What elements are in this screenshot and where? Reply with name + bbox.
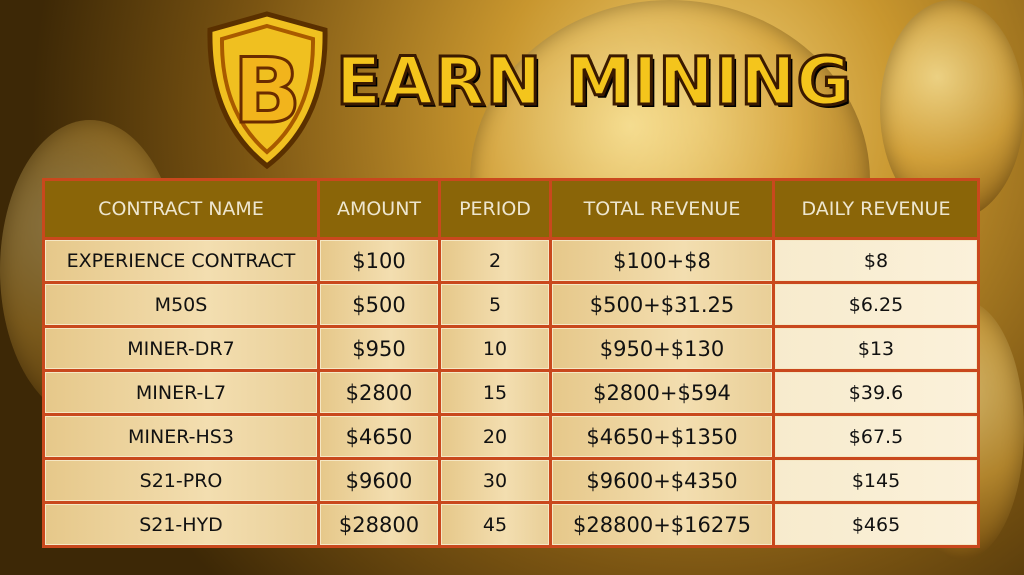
table-header-row: CONTRACT NAME AMOUNT PERIOD TOTAL REVENU…	[45, 181, 977, 237]
header-amount: AMOUNT	[320, 181, 438, 237]
header-period: PERIOD	[441, 181, 549, 237]
cell-contract-name: MINER-HS3	[45, 416, 317, 457]
table-row: S21-HYD $28800 45 $28800+$16275 $465	[45, 504, 977, 545]
bitcoin-shield-logo: B	[207, 11, 328, 170]
cell-daily-revenue: $67.5	[775, 416, 977, 457]
cell-total-revenue: $500+$31.25	[552, 284, 772, 325]
cell-contract-name: S21-HYD	[45, 504, 317, 545]
cell-period: 15	[441, 372, 549, 413]
cell-amount: $28800	[320, 504, 438, 545]
cell-period: 5	[441, 284, 549, 325]
cell-contract-name: S21-PRO	[45, 460, 317, 501]
cell-amount: $100	[320, 240, 438, 281]
cell-total-revenue: $100+$8	[552, 240, 772, 281]
cell-contract-name: M50S	[45, 284, 317, 325]
table-row: MINER-HS3 $4650 20 $4650+$1350 $67.5	[45, 416, 977, 457]
table-row: MINER-L7 $2800 15 $2800+$594 $39.6	[45, 372, 977, 413]
cell-amount: $9600	[320, 460, 438, 501]
cell-total-revenue: $4650+$1350	[552, 416, 772, 457]
cell-amount: $2800	[320, 372, 438, 413]
table-row: S21-PRO $9600 30 $9600+$4350 $145	[45, 460, 977, 501]
cell-daily-revenue: $8	[775, 240, 977, 281]
header-total-revenue: TOTAL REVENUE	[552, 181, 772, 237]
cell-amount: $950	[320, 328, 438, 369]
cell-daily-revenue: $145	[775, 460, 977, 501]
cell-amount: $500	[320, 284, 438, 325]
table-row: EXPERIENCE CONTRACT $100 2 $100+$8 $8	[45, 240, 977, 281]
svg-text:B: B	[233, 39, 302, 144]
cell-daily-revenue: $39.6	[775, 372, 977, 413]
table-row: M50S $500 5 $500+$31.25 $6.25	[45, 284, 977, 325]
cell-total-revenue: $28800+$16275	[552, 504, 772, 545]
cell-total-revenue: $2800+$594	[552, 372, 772, 413]
cell-amount: $4650	[320, 416, 438, 457]
cell-daily-revenue: $13	[775, 328, 977, 369]
cell-daily-revenue: $6.25	[775, 284, 977, 325]
cell-total-revenue: $950+$130	[552, 328, 772, 369]
cell-period: 10	[441, 328, 549, 369]
cell-contract-name: EXPERIENCE CONTRACT	[45, 240, 317, 281]
brand-title: EARN MINING	[335, 42, 853, 121]
table-row: MINER-DR7 $950 10 $950+$130 $13	[45, 328, 977, 369]
contract-table: CONTRACT NAME AMOUNT PERIOD TOTAL REVENU…	[42, 178, 980, 548]
cell-daily-revenue: $465	[775, 504, 977, 545]
cell-period: 2	[441, 240, 549, 281]
header-contract-name: CONTRACT NAME	[45, 181, 317, 237]
cell-total-revenue: $9600+$4350	[552, 460, 772, 501]
cell-period: 30	[441, 460, 549, 501]
cell-period: 45	[441, 504, 549, 545]
cell-contract-name: MINER-L7	[45, 372, 317, 413]
cell-period: 20	[441, 416, 549, 457]
cell-contract-name: MINER-DR7	[45, 328, 317, 369]
header-daily-revenue: DAILY REVENUE	[775, 181, 977, 237]
